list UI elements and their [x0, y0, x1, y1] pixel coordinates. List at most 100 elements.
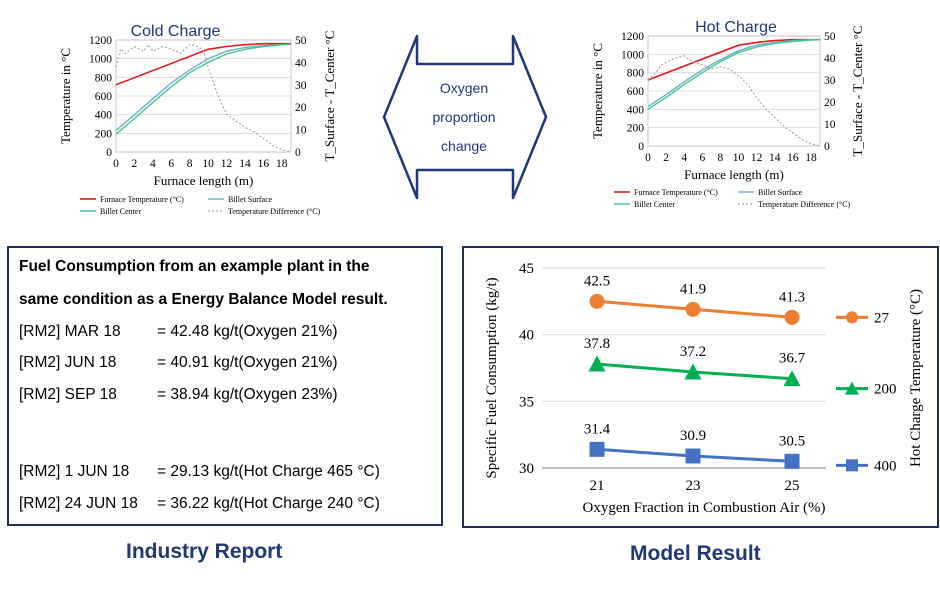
report-row: [RM2] 24 JUN 18 = 36.22 kg/t(Hot Charge 2… [19, 495, 380, 513]
report-row-label: [RM2] 24 JUN 18 [19, 495, 138, 512]
report-row-value: = 38.94 kg/t(Oxygen 23%) [157, 386, 338, 403]
y-axis-label: Temperature in °C [590, 43, 605, 139]
x-tick-label: 18 [276, 158, 288, 170]
y2-tick-label: 30 [295, 80, 307, 92]
report-row: [RM2] SEP 18 = 38.94 kg/t(Oxygen 23%) [19, 386, 338, 404]
x-axis-label: Oxygen Fraction in Combustion Air (%) [583, 500, 826, 516]
series-line-furnace [647, 38, 820, 81]
data-point [783, 370, 801, 387]
series-line-diff [115, 43, 292, 153]
legend-label: Temperature Difference (°C) [228, 207, 321, 216]
x-tick-label: 25 [785, 478, 800, 494]
industry-report-caption: Industry Report [126, 540, 283, 563]
y-tick-label: 35 [519, 394, 534, 410]
y-tick-label: 1200 [621, 31, 644, 43]
data-point [784, 309, 800, 325]
data-point [588, 355, 606, 372]
x-tick-label: 2 [132, 158, 138, 170]
y2-tick-label: 10 [824, 119, 836, 131]
x-tick-label: 16 [258, 158, 270, 170]
x-tick-label: 23 [686, 478, 701, 494]
data-label: 42.5 [584, 273, 610, 289]
report-row: [RM2] MAR 18 = 42.48 kg/t(Oxygen 21%) [19, 323, 338, 341]
y2-tick-label: 50 [824, 31, 836, 43]
legend-label: Billet Surface [228, 195, 273, 204]
plot-frame [647, 35, 821, 147]
x-tick-label: 12 [221, 158, 233, 170]
y2-axis-label: T_Surface - T_Center °C [850, 26, 865, 157]
y2-tick-label: 30 [824, 75, 836, 87]
y-tick-label: 0 [638, 141, 644, 153]
data-label: 37.8 [584, 336, 610, 352]
y2-axis-label: Hot Charge Temperature (°C) [908, 289, 924, 467]
y2-tick-label: 40 [824, 53, 836, 65]
y-tick-label: 800 [627, 68, 645, 80]
plot-frame [115, 39, 292, 153]
x-tick-label: 0 [645, 152, 651, 164]
report-row-label: [RM2] JUN 18 [19, 354, 117, 371]
report-row-label: [RM2] MAR 18 [19, 323, 121, 340]
x-tick-label: 18 [805, 152, 817, 164]
y-tick-label: 45 [519, 261, 534, 277]
data-point [685, 301, 701, 317]
series-line-center [647, 39, 821, 110]
y-tick-label: 40 [519, 328, 534, 344]
x-tick-label: 14 [239, 158, 251, 170]
x-tick-label: 4 [681, 152, 687, 164]
data-label: 41.9 [680, 281, 706, 297]
x-tick-label: 6 [699, 152, 705, 164]
legend-label: 400 [874, 458, 897, 474]
x-tick-label: 2 [663, 152, 669, 164]
y-tick-label: 30 [519, 461, 534, 477]
x-tick-label: 21 [590, 478, 605, 494]
y2-tick-label: 0 [824, 141, 830, 153]
legend-label: Billet Surface [758, 188, 803, 197]
data-label: 31.4 [584, 421, 611, 437]
industry-report-panel: Fuel Consumption from an example plant i… [7, 246, 443, 526]
x-tick-label: 14 [769, 152, 781, 164]
y-tick-label: 400 [627, 104, 645, 116]
y-tick-label: 400 [95, 110, 113, 122]
y2-tick-label: 10 [295, 125, 307, 137]
arrow-label-line: proportion [432, 109, 496, 125]
report-row-value: = 40.91 kg/t(Oxygen 21%) [157, 354, 338, 371]
y2-tick-label: 0 [295, 147, 301, 159]
y-tick-label: 600 [627, 86, 645, 98]
y2-tick-label: 40 [295, 57, 307, 69]
series-line-diff [647, 55, 821, 147]
legend-label: Billet Center [634, 200, 675, 209]
report-row: [RM2] JUN 18 = 40.91 kg/t(Oxygen 21%) [19, 354, 338, 372]
model-result-panel: 30 35 40 45 21 23 25 Oxygen Fraction in Combust… [462, 246, 939, 528]
y2-tick-label: 20 [295, 102, 307, 114]
data-point [784, 453, 800, 469]
arrow-label-line: change [441, 138, 487, 154]
x-tick-label: 10 [202, 158, 214, 170]
y-tick-label: 600 [95, 91, 113, 103]
data-label: 41.3 [779, 289, 805, 305]
data-point [589, 293, 605, 309]
series-line-center [115, 43, 292, 135]
data-label: 30.9 [680, 428, 706, 444]
y-axis-label: Specific Fuel Consumption (kg/t) [484, 277, 500, 478]
report-row-label: [RM2] SEP 18 [19, 386, 117, 403]
chart-title: Cold Charge [131, 23, 221, 40]
y-tick-label: 0 [106, 147, 112, 159]
y2-axis-label: T_Surface - T_Center °C [322, 31, 337, 162]
y-axis-label: Temperature in °C [58, 48, 73, 144]
model-result-chart: 30 35 40 45 21 23 25 Oxygen Fraction in Combust… [484, 261, 924, 516]
report-row: [RM2] 1 JUN 18 = 29.13 kg/t(Hot Charge 46… [19, 463, 380, 481]
y-tick-label: 200 [95, 128, 113, 140]
y-tick-label: 1200 [89, 35, 112, 47]
x-tick-label: 6 [168, 158, 174, 170]
data-point [589, 441, 605, 457]
x-tick-label: 8 [187, 158, 193, 170]
legend-label: Furnace Temperature (°C) [100, 195, 184, 204]
report-heading: same condition as a Energy Balance Model… [19, 291, 388, 308]
report-heading: Fuel Consumption from an example plant i… [19, 258, 370, 275]
series-line-surface [115, 43, 292, 132]
report-row-value: = 36.22 kg/t(Hot Charge 240 °C) [157, 495, 380, 512]
legend-marker [846, 311, 858, 324]
y-tick-label: 1000 [89, 54, 112, 66]
data-label: 36.7 [779, 351, 806, 367]
